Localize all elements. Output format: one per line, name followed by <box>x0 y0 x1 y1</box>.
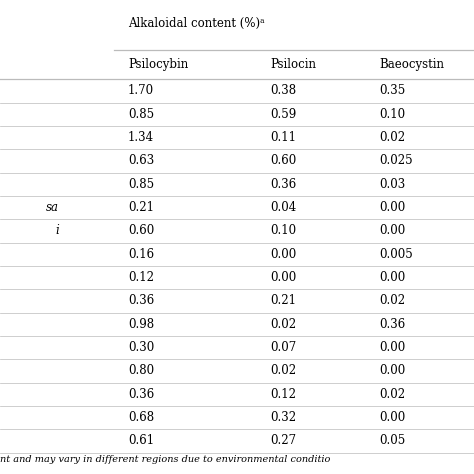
Text: 0.12: 0.12 <box>270 388 296 401</box>
Text: 0.36: 0.36 <box>128 294 154 308</box>
Text: 0.60: 0.60 <box>128 224 154 237</box>
Text: 0.005: 0.005 <box>379 248 413 261</box>
Text: 0.025: 0.025 <box>379 155 413 167</box>
Text: 0.61: 0.61 <box>128 435 154 447</box>
Text: Psilocybin: Psilocybin <box>128 58 188 71</box>
Text: 0.32: 0.32 <box>270 411 296 424</box>
Text: Alkaloidal content (%)ᵃ: Alkaloidal content (%)ᵃ <box>128 17 264 29</box>
Text: 0.00: 0.00 <box>270 248 296 261</box>
Text: 0.30: 0.30 <box>128 341 154 354</box>
Text: 0.85: 0.85 <box>128 178 154 191</box>
Text: 0.38: 0.38 <box>270 84 296 97</box>
Text: 0.80: 0.80 <box>128 365 154 377</box>
Text: 0.12: 0.12 <box>128 271 154 284</box>
Text: nt and may vary in different regions due to environmental conditio: nt and may vary in different regions due… <box>0 455 330 464</box>
Text: 0.02: 0.02 <box>270 318 296 331</box>
Text: 0.00: 0.00 <box>379 341 405 354</box>
Text: 0.00: 0.00 <box>379 271 405 284</box>
Text: 0.02: 0.02 <box>379 131 405 144</box>
Text: Psilocin: Psilocin <box>270 58 316 71</box>
Text: 0.16: 0.16 <box>128 248 154 261</box>
Text: 0.11: 0.11 <box>270 131 296 144</box>
Text: sa: sa <box>46 201 59 214</box>
Text: 1.34: 1.34 <box>128 131 154 144</box>
Text: 0.07: 0.07 <box>270 341 296 354</box>
Text: 1.70: 1.70 <box>128 84 154 97</box>
Text: 0.00: 0.00 <box>379 224 405 237</box>
Text: 0.04: 0.04 <box>270 201 296 214</box>
Text: 0.36: 0.36 <box>379 318 405 331</box>
Text: 0.21: 0.21 <box>128 201 154 214</box>
Text: 0.00: 0.00 <box>270 271 296 284</box>
Text: 0.02: 0.02 <box>379 294 405 308</box>
Text: 0.36: 0.36 <box>128 388 154 401</box>
Text: 0.63: 0.63 <box>128 155 154 167</box>
Text: 0.36: 0.36 <box>270 178 296 191</box>
Text: 0.00: 0.00 <box>379 201 405 214</box>
Text: 0.85: 0.85 <box>128 108 154 121</box>
Text: 0.98: 0.98 <box>128 318 154 331</box>
Text: 0.21: 0.21 <box>270 294 296 308</box>
Text: 0.00: 0.00 <box>379 411 405 424</box>
Text: 0.02: 0.02 <box>270 365 296 377</box>
Text: 0.05: 0.05 <box>379 435 405 447</box>
Text: 0.02: 0.02 <box>379 388 405 401</box>
Text: i: i <box>55 224 59 237</box>
Text: 0.59: 0.59 <box>270 108 296 121</box>
Text: 0.00: 0.00 <box>379 365 405 377</box>
Text: 0.68: 0.68 <box>128 411 154 424</box>
Text: 0.03: 0.03 <box>379 178 405 191</box>
Text: 0.60: 0.60 <box>270 155 296 167</box>
Text: Baeocystin: Baeocystin <box>379 58 444 71</box>
Text: 0.27: 0.27 <box>270 435 296 447</box>
Text: 0.10: 0.10 <box>270 224 296 237</box>
Text: 0.10: 0.10 <box>379 108 405 121</box>
Text: 0.35: 0.35 <box>379 84 405 97</box>
